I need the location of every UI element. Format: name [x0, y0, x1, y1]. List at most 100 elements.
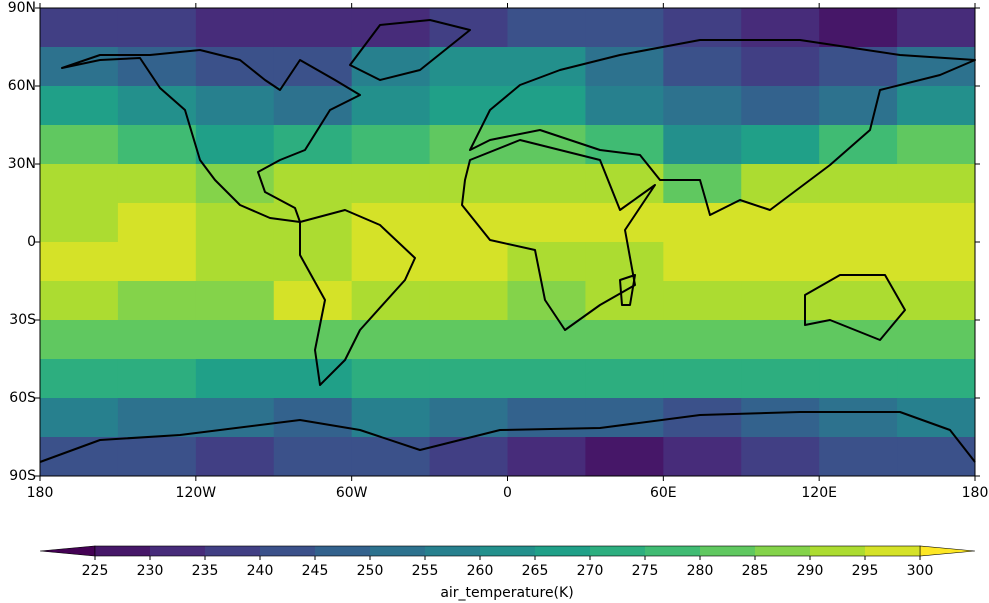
grid-cell — [819, 203, 898, 243]
grid-cell — [117, 281, 197, 321]
grid-cell — [40, 203, 119, 243]
grid-cell — [507, 437, 586, 477]
grid-cell — [585, 125, 664, 165]
colorbar-bin — [700, 546, 755, 556]
grid-cell — [897, 47, 976, 87]
grid-cell — [585, 47, 664, 87]
colorbar: 225 230 235 240 245 250 255 260 265 270 275 280 285 2… — [39, 545, 976, 579]
grid-cell — [273, 8, 353, 48]
grid-cell — [195, 281, 275, 321]
grid-cell — [663, 8, 742, 48]
grid-cell — [195, 47, 275, 87]
grid-cell — [507, 203, 586, 243]
x-tick-label: 120E — [801, 485, 837, 501]
grid-cell — [195, 437, 275, 477]
grid-cell — [117, 203, 197, 243]
grid-cell — [429, 203, 508, 243]
colorbar-tick-label: 250 — [357, 563, 384, 579]
grid-cell — [40, 125, 119, 165]
grid-cell — [585, 86, 664, 126]
colorbar-tick-label: 225 — [82, 563, 109, 579]
grid-cell — [741, 398, 820, 438]
colorbar-bin — [535, 546, 590, 556]
grid-cell — [429, 164, 508, 204]
y-tick-label: 90S — [9, 468, 36, 484]
grid-cell — [40, 86, 119, 126]
grid-cell — [351, 8, 431, 48]
colorbar-bin — [480, 546, 535, 556]
colorbar-bin — [315, 546, 370, 556]
x-tick-label: 0 — [503, 485, 512, 501]
grid-cell — [741, 281, 820, 321]
x-tick-label: 120W — [176, 485, 217, 501]
grid-cell — [741, 125, 820, 165]
grid-cell — [117, 320, 197, 360]
grid-cell — [897, 437, 976, 477]
grid-cell — [897, 242, 976, 282]
colorbar-bin — [865, 546, 920, 556]
coastline — [299, 209, 416, 386]
grid-cell — [741, 47, 820, 87]
grid-cell — [585, 437, 664, 477]
coastline — [469, 39, 976, 216]
grid-cell — [429, 8, 508, 48]
grid-cell — [40, 164, 119, 204]
grid-cell — [585, 398, 664, 438]
grid-cell — [663, 164, 742, 204]
grid-cell — [195, 203, 275, 243]
grid-cell — [585, 164, 664, 204]
colorbar-tick-label: 240 — [247, 563, 274, 579]
grid-cell — [663, 359, 742, 399]
colorbar-over — [919, 545, 976, 557]
grid-cell — [195, 320, 275, 360]
grid-cell — [819, 125, 898, 165]
colorbar-tick-label: 290 — [797, 563, 824, 579]
colorbar-bin — [590, 546, 645, 556]
grid-cell — [741, 164, 820, 204]
grid-cell — [351, 242, 431, 282]
colorbar-bin — [645, 546, 700, 556]
grid-cell — [273, 164, 353, 204]
x-tick-label: 180 — [27, 485, 54, 501]
grid-cell — [117, 86, 197, 126]
colorbar-tick-label: 300 — [907, 563, 934, 579]
grid-cell — [507, 242, 586, 282]
grid-cell — [663, 203, 742, 243]
x-tick-label: 60W — [336, 485, 368, 501]
grid-cell — [507, 8, 586, 48]
colorbar-bin — [260, 546, 315, 556]
y-tick-label: 0 — [27, 234, 36, 250]
grid-cell — [741, 359, 820, 399]
grid-cell — [507, 281, 586, 321]
grid-cell — [429, 281, 508, 321]
grid-cell — [819, 281, 898, 321]
colorbar-tick-label: 280 — [687, 563, 714, 579]
grid-cell — [897, 203, 976, 243]
grid-cell — [117, 398, 197, 438]
grid-cell — [897, 281, 976, 321]
grid-cell — [273, 320, 353, 360]
grid-cell — [429, 242, 508, 282]
grid-cell — [585, 242, 664, 282]
axes: 180 120W 60W 0 60E 120E 180 90N 60N 30N 0 30S 60S 90S — [8, 0, 989, 501]
grid-cell — [663, 281, 742, 321]
colorbar-bin — [205, 546, 260, 556]
grid-cell — [585, 281, 664, 321]
grid-cell — [585, 320, 664, 360]
colorbar-tick-label: 245 — [302, 563, 329, 579]
grid-cell — [663, 86, 742, 126]
coastline — [461, 139, 656, 331]
grid-cell — [741, 320, 820, 360]
grid-cell — [819, 359, 898, 399]
grid-cell — [429, 320, 508, 360]
grid-cell — [897, 320, 976, 360]
grid-cell — [507, 320, 586, 360]
grid-cell — [663, 242, 742, 282]
grid-cell — [273, 242, 353, 282]
grid-cell — [40, 320, 119, 360]
colorbar-tick-label: 265 — [522, 563, 549, 579]
grid-cell — [117, 359, 197, 399]
grid-cell — [40, 398, 119, 438]
grid-cell — [585, 359, 664, 399]
grid-cell — [819, 437, 898, 477]
